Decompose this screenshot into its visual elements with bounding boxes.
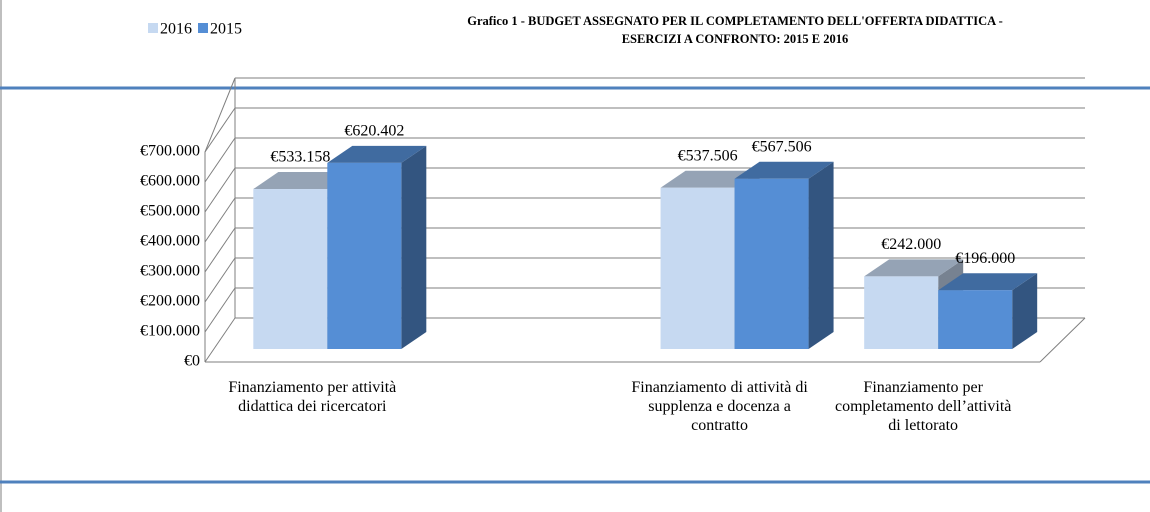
y-tick-label: €300.000: [140, 263, 200, 280]
bar-top: [864, 259, 964, 277]
grid-line: [204, 317, 236, 363]
y-tick-label: €0: [184, 353, 200, 370]
grid-line: [204, 197, 236, 243]
value-label: €567.506: [752, 138, 812, 155]
bar-side: [401, 145, 427, 349]
grid-line: [204, 107, 236, 153]
x-tick-label: Finanziamento per attività didattica dei…: [228, 379, 397, 415]
y-tick-label: €100.000: [140, 323, 200, 340]
x-tick-label: Finanziamento per completamento dell’att…: [834, 379, 1012, 434]
bar-side: [808, 161, 834, 349]
legend-label: 2015: [210, 21, 242, 38]
grid-line: [204, 227, 236, 273]
grid-line: [204, 287, 236, 333]
y-tick-label: €500.000: [140, 203, 200, 220]
grid-line: [204, 137, 236, 183]
axis-wall: [204, 77, 236, 153]
value-label: €196.000: [955, 250, 1015, 267]
value-label: €620.402: [344, 123, 404, 140]
bar: [660, 187, 735, 349]
legend-swatch: [198, 23, 208, 33]
legend-label: 2016: [160, 21, 192, 38]
chart-title: Grafico 1 - BUDGET ASSEGNATO PER IL COMP…: [467, 14, 1003, 28]
bar: [734, 178, 809, 349]
bar-top: [327, 145, 427, 163]
value-label: €537.506: [678, 147, 738, 164]
bar: [253, 189, 328, 349]
bar-top: [734, 161, 834, 179]
bar: [864, 276, 939, 349]
floor-edge: [1039, 317, 1086, 363]
grid-line: [204, 257, 236, 303]
bar-top: [938, 273, 1038, 291]
x-tick-label: Finanziamento di attività di supplenza e…: [631, 379, 808, 434]
bar-side: [1012, 273, 1038, 349]
y-tick-label: €700.000: [140, 143, 200, 160]
value-label: €242.000: [881, 236, 941, 253]
bar: [938, 290, 1013, 349]
y-tick-label: €400.000: [140, 233, 200, 250]
value-label: €533.158: [270, 149, 330, 166]
y-tick-label: €200.000: [140, 293, 200, 310]
y-tick-label: €600.000: [140, 173, 200, 190]
legend-swatch: [148, 23, 158, 33]
bar: [327, 162, 402, 349]
grid-line: [204, 167, 236, 213]
chart-title: ESERCIZI A CONFRONTO: 2015 E 2016: [621, 32, 849, 46]
